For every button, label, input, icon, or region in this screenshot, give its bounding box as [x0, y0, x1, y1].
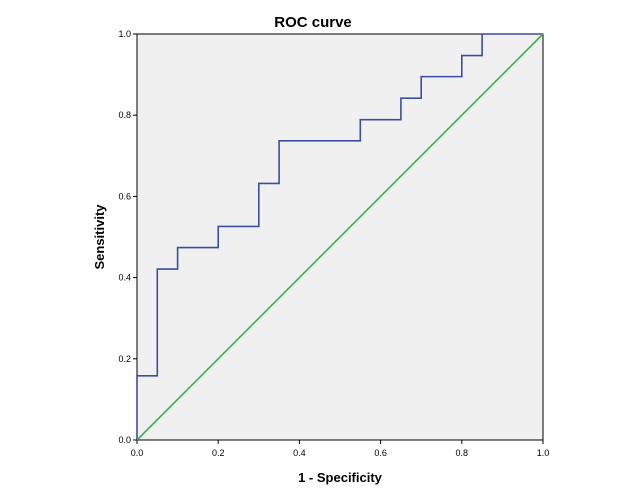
series-line-reference-line [136, 33, 544, 441]
axes-layer: 0.0 0.2 0.4 0.6 0.8 1.0 0.0 0.2 0.4 0.6 0.8 1.0 [118, 29, 549, 458]
x-tick-label: 0.8 [456, 448, 469, 458]
x-tick-label: 0.2 [212, 448, 225, 458]
x-axis-label: 1 - Specificity [298, 470, 383, 485]
series-layer [136, 33, 544, 441]
chart-title: ROC curve [274, 14, 352, 31]
y-axis-label: Sensitivity [92, 204, 107, 270]
y-tick-label: 0.2 [118, 354, 131, 364]
y-tick-label: 0.4 [118, 273, 131, 283]
y-tick-label: 0.6 [118, 191, 131, 201]
y-tick-label: 0.8 [118, 110, 131, 120]
x-tick-label: 0.0 [131, 448, 144, 458]
series-line-roc [136, 33, 543, 440]
x-tick-label: 1.0 [537, 448, 550, 458]
x-tick-label: 0.4 [293, 448, 306, 458]
y-tick-label: 0.0 [118, 435, 131, 445]
y-tick-label: 1.0 [118, 29, 131, 39]
x-tick-label: 0.6 [374, 448, 387, 458]
